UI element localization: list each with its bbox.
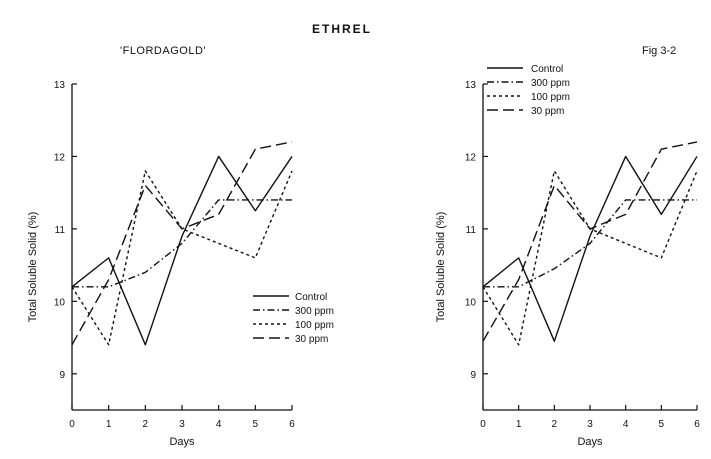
x-tick-label: 0	[480, 419, 486, 430]
x-tick-label: 5	[659, 419, 665, 430]
series-line-100-ppm	[482, 170, 698, 346]
y-tick-label: 12	[465, 152, 477, 163]
y-tick-label: 12	[54, 152, 66, 163]
legend-label: Control	[295, 292, 327, 303]
y-tick-label: 13	[465, 80, 477, 91]
series-line-30-ppm	[482, 141, 698, 342]
x-tick-label: 5	[253, 419, 259, 430]
series-line-control	[482, 155, 698, 342]
legend-label: 300 ppm	[295, 306, 334, 317]
x-tick-label: 2	[143, 419, 149, 430]
x-tick-label: 6	[289, 419, 295, 430]
x-tick-label: 4	[623, 419, 629, 430]
series-line-100-ppm	[71, 170, 293, 346]
legend-label: 30 ppm	[531, 106, 564, 117]
figure-title: ETHREL	[312, 22, 372, 36]
y-tick-label: 10	[54, 297, 66, 308]
series-line-300-ppm	[72, 199, 292, 288]
y-tick-label: 11	[55, 225, 66, 236]
y-tick-label: 10	[465, 297, 477, 308]
legend-label: 100 ppm	[295, 320, 334, 331]
x-tick-label: 1	[106, 419, 112, 430]
x-tick-label: 1	[516, 419, 522, 430]
legend-label: 100 ppm	[531, 92, 570, 103]
legend-label: Control	[531, 64, 563, 75]
x-axis-label: Days	[169, 436, 195, 448]
x-tick-label: 0	[69, 419, 75, 430]
x-tick-label: 3	[587, 419, 593, 430]
series-line-control	[71, 155, 293, 346]
x-tick-label: 3	[179, 419, 185, 430]
y-tick-label: 11	[466, 225, 477, 236]
series-line-300-ppm	[483, 199, 697, 288]
y-axis-label: Total Soluble Solid (%)	[435, 212, 447, 323]
y-tick-label: 13	[54, 80, 66, 91]
y-tick-label: 9	[59, 370, 65, 381]
x-tick-label: 6	[694, 419, 700, 430]
legend-label: 300 ppm	[531, 78, 570, 89]
y-tick-label: 9	[470, 370, 476, 381]
x-tick-label: 2	[552, 419, 558, 430]
cultivar-label: 'FLORDAGOLD'	[120, 45, 206, 57]
legend-label: 30 ppm	[295, 334, 328, 345]
y-axis-label: Total Soluble Solid (%)	[27, 212, 39, 323]
figure-number: Fig 3-2	[642, 45, 676, 57]
series-line-30-ppm	[71, 141, 293, 346]
x-axis-label: Days	[577, 436, 603, 448]
x-tick-label: 4	[216, 419, 222, 430]
